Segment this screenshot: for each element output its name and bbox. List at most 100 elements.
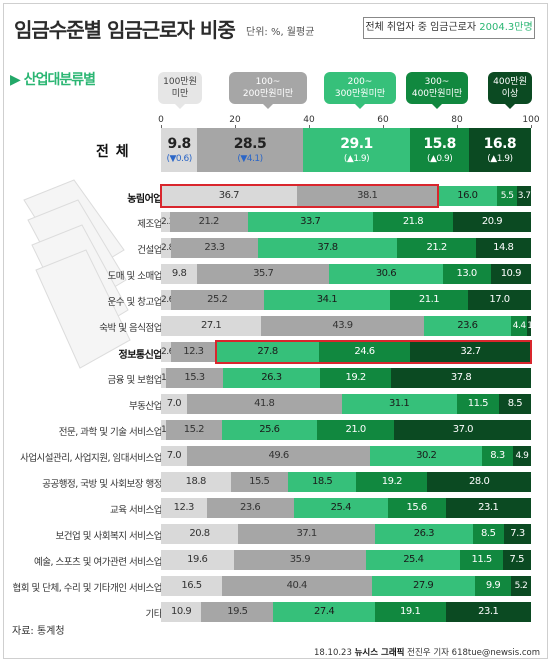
bar-value-7-5: 32.7 <box>460 346 481 357</box>
bar-value-9-3: 31.1 <box>388 398 410 409</box>
bar-segment-2-1: 2.3 <box>161 212 174 232</box>
x-tick-line-100 <box>531 125 532 128</box>
bar-value-9-5: 8.5 <box>507 398 523 409</box>
x-tick-0: 0 <box>158 115 164 125</box>
bar-value-13-1: 12.3 <box>173 502 195 513</box>
bar-segment-2-3: 33.7 <box>247 212 373 232</box>
bar-segment-12-5: 28.0 <box>427 472 531 492</box>
bar-value-1-4: 5.5 <box>500 191 514 201</box>
bar-value-3-5: 14.8 <box>493 242 514 253</box>
bar-value-10-3: 25.6 <box>259 424 280 435</box>
credit-date: 18.10.23 <box>314 648 355 658</box>
row-label-14: 보건업 및 사회복지 서비스업 <box>55 531 163 542</box>
row-label-6: 숙박 및 음식점업 <box>99 323 162 334</box>
bar-segment-13-5: 23.1 <box>445 498 531 518</box>
bar-value-10-5: 37.0 <box>452 424 474 435</box>
total-bar-segment-5: 16.8 (▲1.9) <box>468 128 531 172</box>
bar-value-14-4: 8.5 <box>481 528 496 539</box>
bar-segment-4-4: 13.0 <box>442 264 491 284</box>
bar-segment-5-1: 2.6 <box>161 290 174 310</box>
bar-value-10-2: 15.2 <box>183 424 205 435</box>
bar-segment-1-1: 36.7 <box>161 186 297 206</box>
bar-value-4-2: 35.7 <box>253 268 274 279</box>
row-label-17: 기타 <box>145 609 163 620</box>
bar-value-15-2: 35.9 <box>289 554 311 565</box>
bar-segment-10-5: 37.0 <box>394 420 532 440</box>
x-tick-80: 80 <box>451 115 463 125</box>
bar-value-15-1: 19.6 <box>187 554 208 565</box>
legend-band-2: 100~ 200만원미만 <box>229 72 307 104</box>
bar-value-3-2: 23.3 <box>204 242 225 253</box>
bar-segment-15-3: 25.4 <box>366 550 461 570</box>
bar-segment-12-2: 15.5 <box>230 472 288 492</box>
bar-value-8-2: 15.3 <box>184 372 205 383</box>
bar-segment-17-3: 27.4 <box>273 602 375 622</box>
bar-value-7-4: 24.6 <box>354 346 375 357</box>
bar-segment-7-2: 12.3 <box>170 342 217 362</box>
total-bar-change-3: (▲1.9) <box>343 154 370 164</box>
bar-segment-7-1: 2.6 <box>161 342 174 362</box>
x-tick-line-20 <box>235 125 236 128</box>
bar-segment-9-2: 41.8 <box>186 394 342 414</box>
source-note: 자료: 통계청 <box>12 626 65 637</box>
bar-segment-6-5: 1.0 <box>527 316 541 336</box>
bar-value-2-5: 20.9 <box>481 216 503 227</box>
highlight-box-7 <box>215 340 532 364</box>
total-workers-prefix: 전체 취업자 중 임금근로자 <box>365 22 480 33</box>
bar-segment-9-1: 7.0 <box>161 394 187 414</box>
total-bar-segment-3: 29.1 (▲1.9) <box>302 128 411 172</box>
credit-brand: 뉴시스 그래픽 <box>354 648 405 658</box>
bar-value-8-5: 37.8 <box>450 372 472 383</box>
bar-segment-11-5: 4.9 <box>512 446 531 466</box>
bar-segment-2-5: 20.9 <box>453 212 531 232</box>
legend-band-pointer-4 <box>432 104 442 109</box>
bar-segment-16-2: 40.4 <box>222 576 372 596</box>
bar-value-17-5: 23.1 <box>478 606 499 617</box>
bar-value-4-1: 9.8 <box>171 268 187 279</box>
section-title: ▶ 산업대분류별 <box>10 69 96 89</box>
section-marker-icon: ▶ <box>10 72 21 88</box>
row-label-4: 도매 및 소매업 <box>107 271 163 282</box>
bar-value-5-3: 34.1 <box>316 294 338 305</box>
bar-segment-5-2: 25.2 <box>170 290 264 310</box>
x-tick-line-80 <box>457 125 458 128</box>
bar-segment-10-3: 25.6 <box>222 420 317 440</box>
x-tick-40: 40 <box>303 115 315 125</box>
bar-value-8-3: 26.3 <box>261 372 282 383</box>
bar-segment-10-2: 15.2 <box>165 420 223 440</box>
row-label-10: 전문, 과학 및 기술 서비스업 <box>58 427 163 438</box>
bar-segment-17-2: 19.5 <box>201 602 274 622</box>
bar-segment-16-5: 5.2 <box>511 576 531 596</box>
total-bar-segment-1: 9.8 (▼0.6) <box>161 128 198 172</box>
bar-segment-8-5: 37.8 <box>391 368 531 388</box>
bar-segment-14-5: 7.3 <box>503 524 531 544</box>
bar-segment-13-2: 23.6 <box>206 498 294 518</box>
legend-band-4: 300~ 400만원미만 <box>406 72 468 104</box>
total-bar-value-4: 15.8 <box>423 136 456 152</box>
bar-segment-3-3: 37.8 <box>257 238 398 258</box>
bar-value-11-3: 30.2 <box>416 450 437 461</box>
bar-value-14-1: 20.8 <box>189 528 210 539</box>
row-label-9: 부동산업 <box>129 401 162 412</box>
bar-segment-17-5: 23.1 <box>445 602 531 622</box>
bar-value-16-2: 40.4 <box>286 580 308 591</box>
bar-segment-11-4: 8.3 <box>482 446 513 466</box>
legend-band-3: 200~ 300만원미만 <box>324 72 396 104</box>
bar-value-5-1: 2.6 <box>161 295 174 305</box>
row-label-2: 제조업 <box>137 219 162 230</box>
total-bar-value-3: 29.1 <box>340 136 373 152</box>
bar-value-2-2: 21.2 <box>198 216 220 227</box>
bar-segment-1-4: 5.5 <box>496 186 518 206</box>
bar-segment-11-1: 7.0 <box>161 446 187 466</box>
bar-segment-13-3: 25.4 <box>293 498 388 518</box>
row-label-16: 협회 및 단체, 수리 및 기타개인 서비스업 <box>12 583 163 594</box>
bar-value-6-1: 27.1 <box>201 320 222 331</box>
bar-value-12-4: 19.2 <box>381 476 403 487</box>
bar-segment-4-5: 10.9 <box>490 264 531 284</box>
bar-segment-8-4: 19.2 <box>320 368 392 388</box>
bar-value-16-3: 27.9 <box>412 580 434 591</box>
bar-segment-7-5: 32.7 <box>410 342 531 362</box>
bar-segment-7-3: 27.8 <box>216 342 319 362</box>
section-title-text: 산업대분류별 <box>23 72 96 88</box>
bar-segment-13-4: 15.6 <box>387 498 446 518</box>
